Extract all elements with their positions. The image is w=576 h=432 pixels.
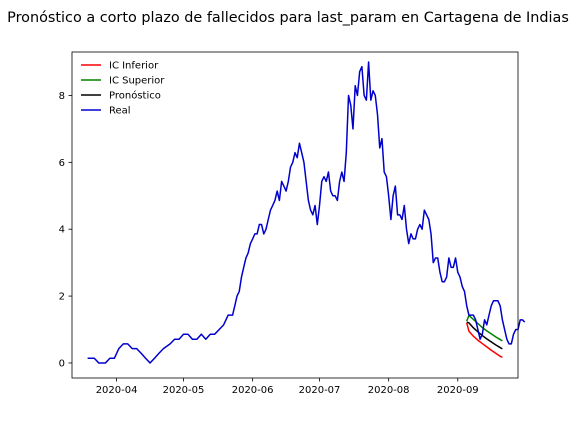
series-layer [87,61,526,364]
y-tick-label: 6 [59,158,65,169]
x-tick-label: 2020-04 [96,385,138,396]
legend-label: IC Inferior [109,61,159,72]
x-tick-label: 2020-06 [232,385,274,396]
plot-background [72,52,518,378]
x-tick-label: 2020-09 [437,385,479,396]
series-line-2 [466,321,503,350]
y-tick-label: 4 [59,225,65,236]
legend-label: Pronóstico [109,90,161,102]
legend-label: IC Superior [109,76,165,87]
x-axis: 2020-04 2020-05 2020-06 2020-07 2020-08 2020-… [96,378,479,396]
x-tick-label: 2020-08 [368,385,410,396]
x-tick-label: 2020-07 [299,385,341,396]
y-tick-label: 0 [59,358,65,369]
y-axis: 0 2 4 6 8 [59,91,72,369]
plot-area [71,51,526,379]
y-tick-label: 2 [59,292,65,303]
legend-label: Real [109,106,131,117]
y-tick-label: 8 [59,91,65,102]
x-tick-label: 2020-05 [163,385,205,396]
series-line-3 [87,61,526,364]
series-line-1 [466,314,503,342]
plot-frame [71,51,519,379]
series-line-0 [465,322,503,358]
chart-title: Pronóstico a corto plazo de fallecidos p… [7,10,569,26]
legend: IC Inferior IC Superior Pronóstico Real [81,61,165,117]
